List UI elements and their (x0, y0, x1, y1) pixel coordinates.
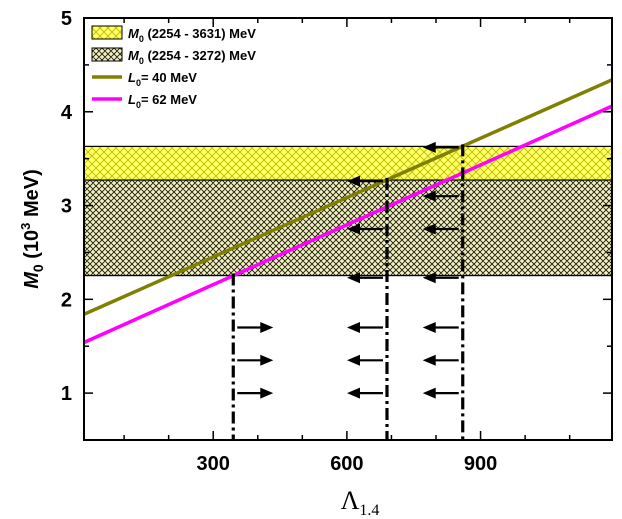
arrow-11 (422, 223, 459, 235)
arrow-6 (346, 321, 383, 333)
arrow-head (260, 354, 274, 366)
legend-item-3: L0= 62 MeV (92, 92, 197, 110)
arrow-head (346, 272, 360, 284)
arrow-7 (346, 354, 383, 366)
markers-layer (231, 144, 465, 440)
legend-label: M0 (2254 - 3272) MeV (128, 48, 256, 66)
x-tick-label: 300 (197, 453, 230, 475)
arrow-head (422, 190, 436, 202)
arrow-3 (346, 175, 383, 187)
arrow-head (422, 223, 436, 235)
y-tick-label: 3 (61, 196, 72, 218)
legend-item-1: M0 (2254 - 3272) MeV (91, 47, 256, 66)
arrow-8 (346, 387, 383, 399)
legend-label: M0 (2254 - 3631) MeV (128, 26, 256, 44)
series-layer (84, 78, 612, 345)
arrow-head (346, 387, 360, 399)
arrow-0 (237, 321, 274, 333)
y-axis-title: M0 (103 MeV) (18, 169, 46, 289)
legend-item-2: L0= 40 MeV (92, 70, 197, 88)
y-tick-label: 5 (61, 8, 72, 30)
y-ticks: 1 2 3 4 5 (61, 8, 612, 405)
arrow-head (422, 387, 436, 399)
arrow-5 (346, 272, 383, 284)
series-line-0 (84, 78, 612, 316)
legend-swatch (91, 25, 123, 40)
arrow-head (346, 321, 360, 333)
series-line-1 (84, 104, 612, 345)
x-tick-label: 900 (464, 453, 497, 475)
band-1 (84, 179, 612, 277)
legend-label: L0= 62 MeV (128, 92, 197, 110)
x-axis-title: Λ1.4 (341, 486, 380, 519)
arrow-15 (422, 387, 459, 399)
arrow-head (346, 175, 360, 187)
plot-frame (83, 17, 613, 441)
x-ticks: 300 600 900 (123, 18, 571, 475)
y-tick-label: 2 (61, 289, 72, 311)
arrow-head (260, 321, 274, 333)
legend-label: L0= 40 MeV (128, 70, 197, 88)
arrow-head (260, 387, 274, 399)
legend: M0 (2254 - 3631) MeV M0 (2254 - 3272) MeV… (91, 25, 256, 110)
arrow-9 (422, 141, 459, 153)
arrow-4 (346, 223, 383, 235)
arrow-head (346, 354, 360, 366)
arrow-12 (422, 272, 459, 284)
legend-item-0: M0 (2254 - 3631) MeV (91, 25, 256, 44)
arrow-head (346, 223, 360, 235)
arrow-head (422, 321, 436, 333)
x-tick-label: 600 (330, 453, 363, 475)
arrows-layer (237, 141, 459, 399)
legend-swatch (91, 47, 123, 62)
arrow-head (422, 354, 436, 366)
arrow-10 (422, 190, 459, 202)
arrow-head (422, 272, 436, 284)
bands-layer (84, 145, 612, 277)
arrow-14 (422, 354, 459, 366)
arrow-head (422, 141, 436, 153)
arrow-13 (422, 321, 459, 333)
arrow-1 (237, 354, 274, 366)
y-tick-label: 4 (61, 102, 73, 124)
y-tick-label: 1 (61, 383, 72, 405)
arrow-2 (237, 387, 274, 399)
